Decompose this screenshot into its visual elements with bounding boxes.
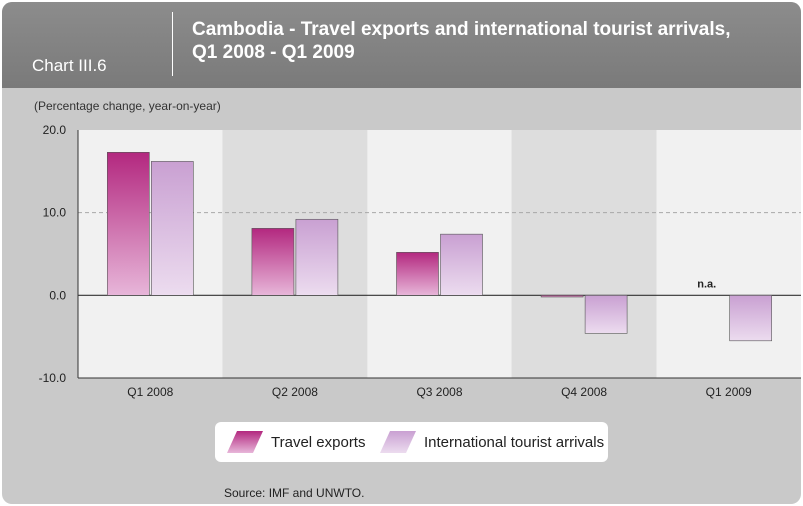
plot-band [78, 130, 223, 378]
plot-band [656, 130, 801, 378]
chart-title-line-2: Q1 2008 - Q1 2009 [192, 42, 355, 63]
annotation-na: n.a. [697, 278, 716, 290]
x-tick-label: Q1 2008 [127, 385, 173, 399]
x-tick-label: Q1 2009 [706, 385, 752, 399]
legend-label-tourist-arrivals: International tourist arrivals [424, 433, 605, 451]
y-tick-label: 20.0 [43, 123, 67, 137]
legend-label-travel-exports: Travel exports [271, 433, 366, 451]
x-tick-label: Q3 2008 [416, 385, 462, 399]
bar-chart: 20.0 10.0 0.0 -10.0 Q1 2008 Q2 2008 Q3 2008 Q4… [39, 123, 801, 399]
chart-source: Source: IMF and UNWTO. [224, 486, 365, 500]
bar-travel-exports [251, 228, 295, 296]
bar-tourist-arrivals [584, 295, 628, 334]
bar-tourist-arrivals [729, 295, 773, 342]
plot-band [222, 130, 368, 378]
bar-travel-exports [107, 152, 150, 296]
chart-header: Chart III.6 Cambodia - Travel exports an… [2, 2, 801, 88]
bar-tourist-arrivals [151, 161, 194, 296]
chart-legend: Travel exports International tourist arr… [215, 422, 608, 462]
legend-item-tourist-arrivals: International tourist arrivals [380, 422, 604, 462]
y-tick-label: 0.0 [49, 288, 66, 302]
x-tick-label: Q2 2008 [272, 385, 318, 399]
bar-travel-exports [540, 295, 584, 298]
header-divider [172, 12, 173, 76]
bar-tourist-arrivals [440, 233, 483, 296]
plot-band [367, 130, 512, 378]
y-tick-label: 10.0 [43, 206, 67, 220]
y-tick-label: -10.0 [39, 371, 67, 385]
plot-band [511, 130, 657, 378]
x-tick-label: Q4 2008 [561, 385, 607, 399]
legend-swatch-travel-exports [227, 431, 263, 453]
chart-title: Cambodia - Travel exports and internatio… [192, 18, 792, 64]
chart-title-line-1: Cambodia - Travel exports and internatio… [192, 19, 731, 40]
legend-swatch-tourist-arrivals [380, 431, 416, 453]
legend-item-travel-exports: Travel exports [227, 422, 365, 462]
chart-subtitle: (Percentage change, year-on-year) [34, 99, 221, 113]
chart-number: Chart III.6 [32, 56, 107, 75]
bar-travel-exports [396, 252, 439, 296]
bar-tourist-arrivals [295, 218, 339, 296]
